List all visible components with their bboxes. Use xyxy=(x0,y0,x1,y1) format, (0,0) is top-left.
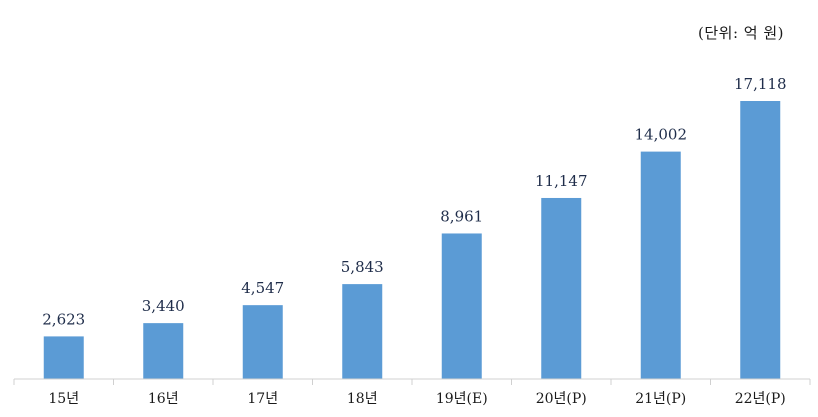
value-label: 4,547 xyxy=(241,279,284,297)
value-label: 8,961 xyxy=(440,207,483,225)
bar xyxy=(143,323,184,379)
category-label: 15년 xyxy=(48,391,79,407)
value-label: 2,623 xyxy=(42,310,85,328)
bar xyxy=(441,233,482,379)
x-axis-ticks-group xyxy=(13,379,811,385)
category-label: 16년 xyxy=(148,391,179,407)
value-label: 11,147 xyxy=(535,172,588,190)
value-label: 14,002 xyxy=(635,126,688,144)
bars-group xyxy=(43,101,781,379)
category-label: 20년(P) xyxy=(536,391,587,407)
bar xyxy=(242,305,283,379)
category-labels-group: 15년 16년 17년 18년 19년(E) 20년(P) 21년(P) 22년(P) xyxy=(48,391,785,407)
unit-label: (단위: 억 원) xyxy=(698,24,784,42)
category-label: 21년(P) xyxy=(635,391,686,407)
bar xyxy=(740,101,781,379)
category-label: 19년(E) xyxy=(436,391,488,407)
value-label: 5,843 xyxy=(341,258,384,276)
category-label: 22년(P) xyxy=(735,391,786,407)
category-label: 18년 xyxy=(347,391,378,407)
bar xyxy=(640,151,681,379)
value-label: 17,118 xyxy=(734,75,787,93)
bar xyxy=(43,336,84,379)
category-label: 17년 xyxy=(247,391,278,407)
bar xyxy=(342,284,383,379)
value-label: 3,440 xyxy=(142,297,185,315)
value-labels-group: 2,623 3,440 4,547 5,843 8,961 11,147 14,002 17,… xyxy=(42,75,786,328)
bar xyxy=(541,197,582,379)
